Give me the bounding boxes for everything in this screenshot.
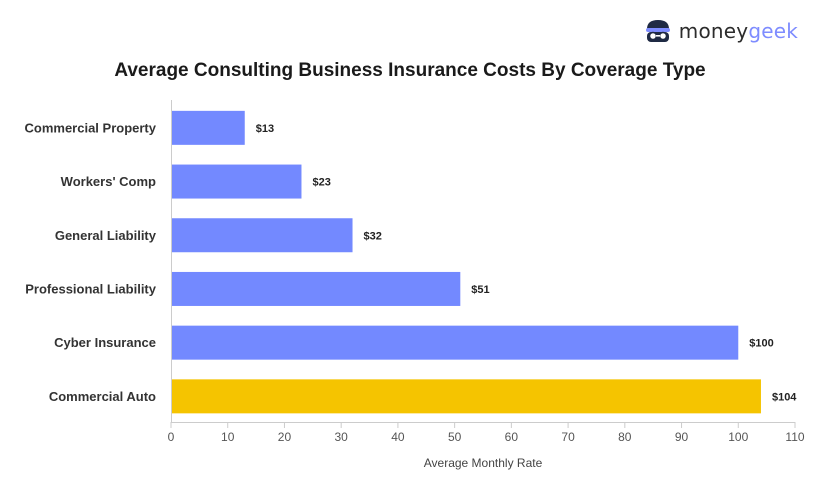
category-label: General Liability xyxy=(55,228,157,243)
x-tick-label: 40 xyxy=(391,430,405,444)
value-label: $100 xyxy=(749,338,773,350)
value-label: $32 xyxy=(364,230,382,242)
x-tick-label: 80 xyxy=(618,430,632,444)
x-axis-title: Average Monthly Rate xyxy=(424,456,543,470)
moneygeek-mascot-icon xyxy=(645,20,670,42)
x-tick-label: 20 xyxy=(278,430,292,444)
value-label: $51 xyxy=(471,284,489,296)
category-label: Commercial Auto xyxy=(49,389,156,404)
x-tick-label: 70 xyxy=(561,430,575,444)
x-tick-label: 0 xyxy=(168,430,175,444)
bar xyxy=(172,271,461,306)
x-tick-label: 30 xyxy=(335,430,349,444)
category-label: Professional Liability xyxy=(25,281,157,296)
bars-layer: Commercial Property $13 Workers' Comp $23 Ge… xyxy=(25,110,797,414)
x-tick-label: 60 xyxy=(505,430,519,444)
x-tick-label: 100 xyxy=(728,430,748,444)
bar xyxy=(172,325,739,360)
value-label: $104 xyxy=(772,391,797,403)
value-label: $13 xyxy=(256,123,274,135)
chart-title: Average Consulting Business Insurance Co… xyxy=(114,60,706,81)
bar xyxy=(172,164,302,199)
value-label: $23 xyxy=(312,177,330,189)
bar xyxy=(172,110,245,145)
bar xyxy=(172,379,761,414)
x-tick-label: 50 xyxy=(448,430,462,444)
x-tick-label: 10 xyxy=(221,430,235,444)
x-tick-label: 110 xyxy=(785,430,804,444)
category-label: Cyber Insurance xyxy=(54,335,156,350)
category-label: Workers' Comp xyxy=(61,174,156,189)
x-ticks-layer: 0 10 20 30 40 50 60 70 80 90 100 110 xyxy=(168,422,805,444)
bar xyxy=(172,218,353,253)
category-label: Commercial Property xyxy=(25,120,157,135)
x-tick-label: 90 xyxy=(675,430,689,444)
moneygeek-wordmark: moneygeek xyxy=(678,19,798,43)
moneygeek-logo: moneygeek xyxy=(643,18,798,44)
